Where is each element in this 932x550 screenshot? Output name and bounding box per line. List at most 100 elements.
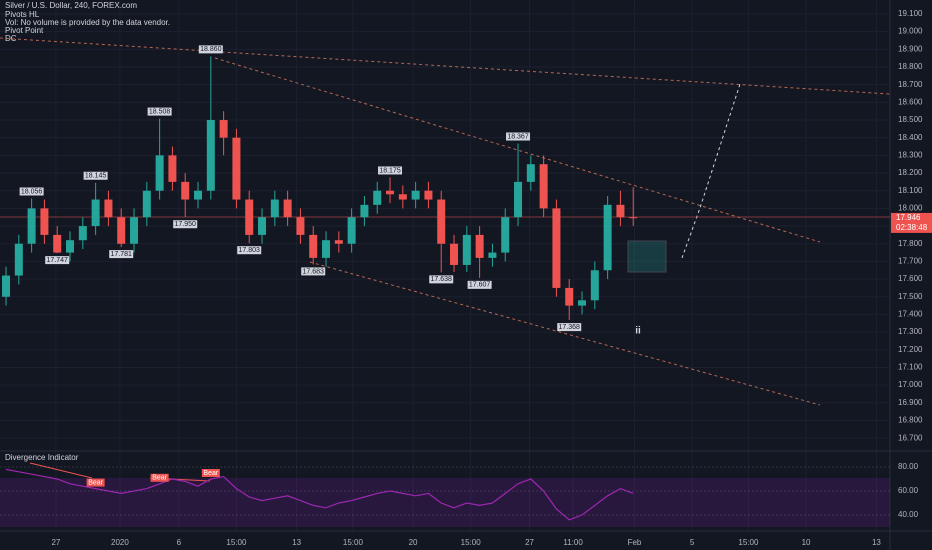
signal-label: Bear: [88, 479, 103, 486]
candle-body: [232, 137, 241, 200]
pivot-label-bg: [45, 256, 70, 265]
projection-line: [681, 83, 741, 259]
candle-body: [27, 208, 36, 244]
pivot-label-bg: [147, 107, 172, 116]
candle-body: [219, 120, 228, 138]
y-tick-label: 18.500: [898, 115, 923, 124]
y-tick-label: 18.200: [898, 168, 923, 177]
candle-body: [309, 234, 318, 258]
legend-line: Pivot Point: [5, 26, 44, 35]
trend-line: [0, 37, 891, 95]
pivot-label: 17.781: [111, 251, 133, 258]
pivot-label: 17.950: [175, 221, 197, 228]
x-tick-label: 20: [409, 538, 418, 547]
y-tick-label: 16.800: [898, 416, 923, 425]
candle-body: [181, 181, 190, 200]
pivot-label-bg: [173, 220, 198, 229]
pivot-label: 18.508: [149, 108, 171, 115]
candle-body: [104, 199, 113, 218]
y-tick-label: 17.400: [898, 310, 923, 319]
candle-body: [488, 252, 497, 258]
pivot-label-bg: [301, 267, 326, 276]
candle-body: [398, 194, 407, 200]
candle-body: [424, 190, 433, 200]
candle-body: [53, 234, 62, 253]
pivot-label: 17.683: [303, 268, 325, 275]
pivot-label-bg: [467, 280, 492, 289]
candle-body: [629, 217, 638, 219]
pivot-label: 17.638: [431, 276, 453, 283]
signal-bg: [201, 469, 220, 477]
legend-line: DC: [5, 34, 17, 43]
candle-body: [501, 217, 510, 253]
y-tick-label: 18.600: [898, 97, 923, 106]
pivot-label: 17.803: [239, 247, 261, 254]
candle-body: [66, 240, 75, 253]
candle-body: [360, 204, 369, 218]
signal-bg: [86, 478, 105, 487]
x-tick-label: 6: [177, 538, 182, 547]
signal-bg: [150, 473, 169, 482]
candle-body: [2, 275, 11, 297]
y-tick-label: 18.100: [898, 186, 923, 195]
candle-body: [168, 155, 177, 182]
indicator-tick-label: 80.00: [898, 462, 919, 471]
pivot-label-bg: [198, 45, 223, 54]
candle-body: [347, 217, 356, 244]
pivot-label-bg: [506, 132, 531, 141]
signal-label: Bear: [152, 475, 167, 482]
last-price-label: 17.946: [896, 213, 921, 222]
y-tick-label: 17.000: [898, 380, 923, 389]
candle-body: [245, 199, 254, 235]
signal-label: Bear: [203, 470, 218, 477]
x-tick-label: 5: [690, 538, 695, 547]
y-tick-label: 18.400: [898, 133, 923, 142]
candle-body: [373, 190, 382, 205]
y-tick-label: 19.000: [898, 27, 923, 36]
candle-body: [14, 243, 23, 276]
x-tick-label: 27: [525, 538, 534, 547]
indicator-band: [0, 478, 890, 527]
y-tick-label: 19.100: [898, 9, 923, 18]
candle-body: [437, 199, 446, 244]
y-tick-label: 16.700: [898, 433, 923, 442]
candle-body: [475, 234, 484, 258]
candle-body: [117, 217, 126, 244]
pivot-label: 18.056: [21, 188, 43, 195]
candle-body: [590, 270, 599, 301]
pivot-label-bg: [19, 187, 44, 196]
x-tick-label: 13: [872, 538, 881, 547]
pivot-label-bg: [109, 250, 134, 259]
candle-body: [91, 199, 100, 227]
candle-body: [578, 300, 587, 306]
last-price-tag: [891, 212, 932, 233]
y-tick-label: 18.800: [898, 62, 923, 71]
pivot-label-bg: [237, 246, 262, 255]
x-tick-label: 11:00: [563, 538, 583, 547]
candle-body: [616, 204, 625, 218]
candle-body: [258, 217, 267, 235]
pivot-label: 18.175: [379, 167, 401, 174]
pivot-label: 17.607: [469, 282, 491, 289]
candle-body: [130, 217, 139, 244]
candle-body: [526, 164, 535, 182]
pivot-label: 18.367: [507, 133, 529, 140]
pivot-label: 18.145: [85, 173, 107, 180]
pivot-label: 17.747: [47, 257, 69, 264]
candle-body: [270, 199, 279, 218]
x-tick-label: 15:00: [226, 538, 247, 547]
y-tick-label: 17.800: [898, 239, 923, 248]
y-tick-label: 17.500: [898, 292, 923, 301]
candle-body: [194, 190, 203, 200]
candle-body: [462, 234, 471, 265]
indicator-title: Divergence Indicator: [5, 453, 79, 462]
x-tick-label: 15:00: [461, 538, 482, 547]
y-tick-label: 17.300: [898, 327, 923, 336]
legend-line: Pivots HL: [5, 10, 40, 19]
y-tick-label: 18.700: [898, 80, 923, 89]
y-tick-label: 16.900: [898, 398, 923, 407]
wave-label: ii: [635, 326, 641, 337]
x-tick-label: 13: [292, 538, 301, 547]
candle-body: [552, 208, 561, 288]
